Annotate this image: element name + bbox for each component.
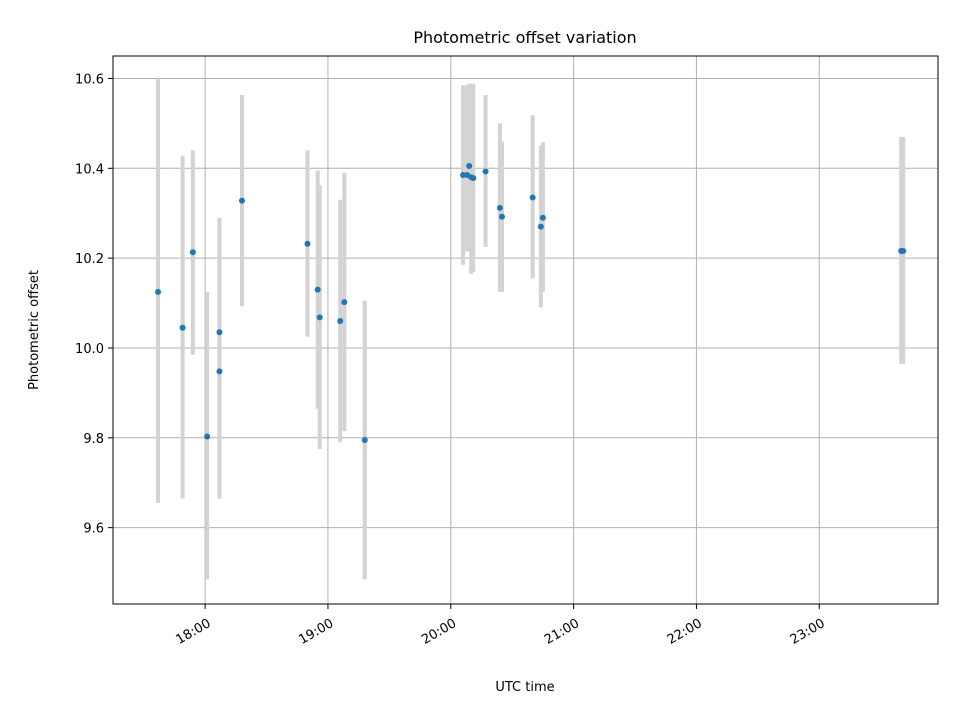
data-point xyxy=(341,299,348,306)
x-tick-label: 18:00 xyxy=(174,616,214,648)
x-tick-label: 21:00 xyxy=(542,616,582,648)
data-point xyxy=(496,204,503,211)
error-bars xyxy=(156,78,906,580)
x-tick-label: 19:00 xyxy=(296,616,336,648)
x-tick-label: 23:00 xyxy=(788,616,828,648)
data-point xyxy=(539,214,546,221)
y-tick-label: 10.4 xyxy=(75,162,104,177)
data-point xyxy=(466,163,473,170)
x-axis-label: UTC time xyxy=(495,680,554,695)
y-tick-label: 9.8 xyxy=(83,432,104,447)
data-points xyxy=(155,163,907,444)
data-point xyxy=(482,168,489,175)
y-tick-label: 9.6 xyxy=(83,522,104,537)
data-point xyxy=(189,249,196,256)
y-tick-label: 10.0 xyxy=(75,342,104,357)
data-point xyxy=(179,324,186,331)
data-point xyxy=(900,247,907,254)
data-point xyxy=(314,286,321,293)
data-point xyxy=(204,433,211,440)
data-point xyxy=(155,288,162,295)
y-axis-label: Photometric offset xyxy=(27,270,42,390)
x-tick-label: 20:00 xyxy=(419,616,459,648)
chart-title: Photometric offset variation xyxy=(413,28,636,47)
data-point xyxy=(216,368,223,375)
grid-lines xyxy=(113,56,938,604)
data-point xyxy=(498,213,505,220)
data-point xyxy=(216,329,223,336)
data-point xyxy=(238,197,245,204)
data-point xyxy=(537,223,544,230)
data-point xyxy=(304,240,311,247)
data-point xyxy=(337,318,344,325)
x-tick-label: 22:00 xyxy=(665,616,705,648)
plot-frame xyxy=(112,55,939,605)
y-tick-label: 10.6 xyxy=(75,72,104,87)
data-point xyxy=(529,194,536,201)
x-axis-ticks: 18:00 19:00 20:00 21:00 22:00 23:00 xyxy=(174,604,828,648)
y-tick-label: 10.2 xyxy=(75,252,104,267)
data-point xyxy=(470,175,477,182)
y-axis-ticks: 9.6 9.8 10.0 10.2 10.4 10.6 xyxy=(75,72,113,537)
data-point xyxy=(316,314,323,321)
data-point xyxy=(361,437,368,444)
